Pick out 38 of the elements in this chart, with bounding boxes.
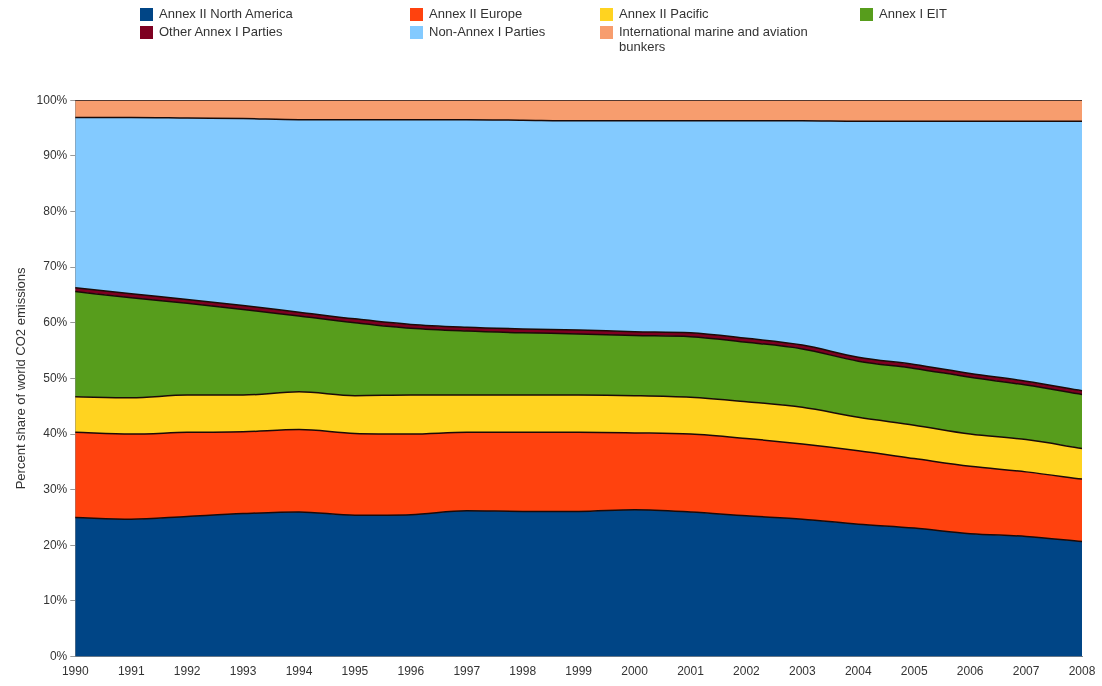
y-tick-label: 50% bbox=[43, 370, 68, 385]
x-tick-label: 1999 bbox=[565, 664, 593, 679]
x-tick-label: 2003 bbox=[789, 664, 817, 679]
x-tick-label: 2007 bbox=[1012, 664, 1040, 679]
legend-label: International marine and aviation bunkers bbox=[619, 24, 809, 54]
legend-label: Annex II Europe bbox=[429, 6, 523, 21]
legend-label: Other Annex I Parties bbox=[159, 24, 283, 39]
x-tick-label: 2000 bbox=[621, 664, 649, 679]
y-tick-label: 0% bbox=[49, 648, 68, 663]
y-tick-label: 30% bbox=[43, 481, 68, 496]
x-tick-label: 2002 bbox=[733, 664, 761, 679]
y-tick-label: 60% bbox=[43, 315, 68, 330]
x-tick-label: 1997 bbox=[453, 664, 481, 679]
y-axis-title: Percent share of world CO2 emissions bbox=[13, 266, 29, 490]
y-tick-label: 70% bbox=[43, 259, 68, 274]
y-tick-label: 80% bbox=[43, 203, 68, 218]
y-tick-label: 40% bbox=[43, 426, 68, 441]
x-tick-label: 2001 bbox=[677, 664, 705, 679]
x-tick-label: 1996 bbox=[397, 664, 425, 679]
x-tick-label: 1993 bbox=[229, 664, 257, 679]
y-tick-label: 20% bbox=[43, 537, 68, 552]
x-tick-label: 1990 bbox=[61, 664, 89, 679]
x-tick-label: 2006 bbox=[956, 664, 984, 679]
y-tick-label: 100% bbox=[36, 92, 68, 107]
legend-label: Annex II North America bbox=[159, 6, 293, 21]
legend-label: Annex I EIT bbox=[879, 6, 947, 21]
x-tick-label: 1994 bbox=[285, 664, 313, 679]
x-tick-label: 1995 bbox=[341, 664, 369, 679]
x-tick-label: 1998 bbox=[509, 664, 537, 679]
legend-label: Annex II Pacific bbox=[619, 6, 709, 21]
y-tick-label: 10% bbox=[43, 593, 68, 608]
x-tick-label: 2004 bbox=[844, 664, 872, 679]
legend-label: Non-Annex I Parties bbox=[429, 24, 546, 39]
x-tick-label: 1991 bbox=[117, 664, 145, 679]
x-tick-label: 2005 bbox=[900, 664, 928, 679]
x-tick-label: 2008 bbox=[1068, 664, 1096, 679]
y-tick-label: 90% bbox=[43, 148, 68, 163]
x-tick-label: 1992 bbox=[173, 664, 201, 679]
